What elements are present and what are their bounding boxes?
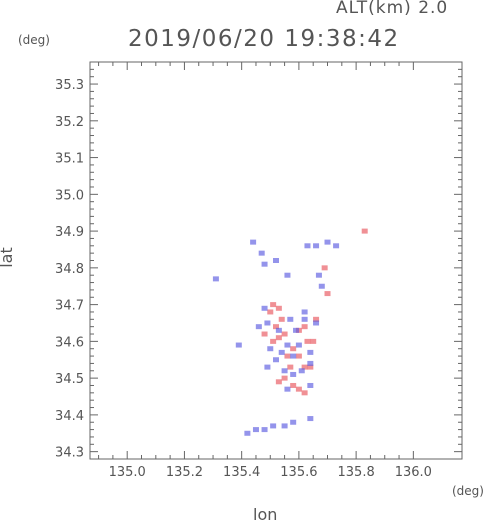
data-point-positive xyxy=(290,382,297,388)
data-point-negative xyxy=(293,327,300,333)
data-point-negative xyxy=(287,316,294,322)
data-point-negative xyxy=(324,239,331,245)
data-point-positive xyxy=(281,331,288,337)
data-point-positive xyxy=(278,316,285,322)
data-point-positive xyxy=(284,353,291,359)
data-point-negative xyxy=(301,316,308,322)
data-point-negative xyxy=(315,272,322,278)
data-point-negative xyxy=(313,243,320,249)
data-point-positive xyxy=(310,338,317,344)
data-point-positive xyxy=(313,316,320,322)
y-tick-label: 34.8 xyxy=(55,262,84,277)
data-point-negative xyxy=(284,272,291,278)
data-point-negative xyxy=(235,342,242,348)
y-tick-label: 34.7 xyxy=(55,299,84,314)
data-point-positive xyxy=(287,364,294,370)
data-point-negative xyxy=(313,320,320,326)
y-tick-label: 35.1 xyxy=(55,152,84,167)
y-tick-label: 34.3 xyxy=(55,446,84,461)
data-point-negative xyxy=(273,258,279,263)
data-point-positive xyxy=(270,302,277,308)
data-point-negative xyxy=(333,243,340,249)
x-tick-label: 135.2 xyxy=(166,465,203,480)
data-point-negative xyxy=(295,342,302,348)
data-point-positive xyxy=(301,390,308,396)
data-point-negative xyxy=(281,423,288,429)
x-unit-label: (deg) xyxy=(452,484,484,498)
data-point-negative xyxy=(304,243,311,249)
y-unit-label: (deg) xyxy=(18,33,50,47)
y-tick-label: 35.0 xyxy=(55,188,84,203)
data-point-positive xyxy=(307,364,314,370)
data-point-positive xyxy=(324,291,331,297)
x-tick-label: 136.0 xyxy=(395,465,432,480)
data-point-negative xyxy=(252,427,259,433)
data-point-negative xyxy=(267,346,274,352)
x-tick-label: 135.6 xyxy=(280,465,317,480)
data-point-positive xyxy=(295,386,302,392)
data-point-positive xyxy=(273,324,279,330)
x-tick-label: 135.0 xyxy=(109,465,146,480)
data-point-negative xyxy=(258,250,265,256)
data-point-negative xyxy=(278,349,285,355)
y-tick-label: 35.3 xyxy=(55,78,84,93)
data-point-negative xyxy=(301,309,308,315)
x-tick-label: 135.8 xyxy=(338,465,375,480)
altitude-label: ALT(km) 2.0 xyxy=(336,0,449,18)
data-point-negative xyxy=(264,320,271,326)
data-point-negative xyxy=(290,419,297,425)
data-point-positive xyxy=(281,375,288,381)
data-point-negative xyxy=(281,368,288,374)
y-tick-label: 34.4 xyxy=(55,409,84,424)
data-point-positive xyxy=(301,364,308,370)
y-tick-label: 35.2 xyxy=(55,115,84,130)
data-point-positive xyxy=(295,353,302,359)
y-tick-label: 34.5 xyxy=(55,372,84,387)
data-point-positive xyxy=(261,331,268,337)
data-point-negative xyxy=(261,427,268,433)
data-point-negative xyxy=(298,368,305,374)
data-point-positive xyxy=(275,379,282,385)
data-point-negative xyxy=(307,360,314,366)
data-point-positive xyxy=(301,324,308,330)
data-marks xyxy=(212,228,368,436)
data-point-negative xyxy=(307,382,314,388)
data-point-negative xyxy=(275,327,282,333)
data-point-negative xyxy=(290,371,297,377)
data-point-negative xyxy=(307,349,314,355)
data-point-negative xyxy=(261,261,268,267)
data-point-positive xyxy=(361,228,368,234)
data-point-negative xyxy=(212,276,219,282)
data-point-negative xyxy=(264,364,271,370)
data-point-positive xyxy=(321,265,328,271)
data-point-negative xyxy=(244,430,251,436)
y-tick-label: 34.9 xyxy=(55,225,84,240)
data-point-positive xyxy=(275,305,282,311)
data-point-negative xyxy=(261,305,268,311)
data-point-negative xyxy=(250,239,257,245)
data-point-negative xyxy=(255,324,262,330)
datetime-title: 2019/06/20 19:38:42 xyxy=(128,26,400,52)
data-point-positive xyxy=(267,309,274,315)
data-point-negative xyxy=(284,386,291,392)
data-point-negative xyxy=(290,353,297,359)
data-point-negative xyxy=(284,342,291,348)
data-point-negative xyxy=(273,357,279,363)
data-point-negative xyxy=(318,283,325,289)
data-point-negative xyxy=(270,423,277,429)
data-point-positive xyxy=(270,338,277,344)
x-tick-label: 135.4 xyxy=(223,465,260,480)
y-tick-label: 34.6 xyxy=(55,335,84,350)
data-point-positive xyxy=(304,338,311,344)
data-point-negative xyxy=(307,416,314,422)
x-axis-label: lon xyxy=(253,505,278,524)
data-point-positive xyxy=(290,346,297,352)
plot-frame: 135.0 135.2 135.4 135.6 135.8 136.0 34.3 34.4 34… xyxy=(55,61,463,480)
data-point-positive xyxy=(275,335,282,341)
